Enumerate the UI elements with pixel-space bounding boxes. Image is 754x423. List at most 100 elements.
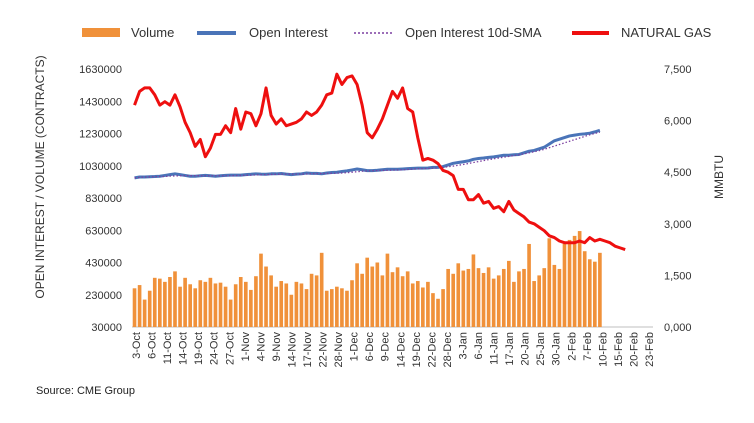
volume-bar	[223, 286, 228, 327]
volume-bar	[152, 277, 157, 327]
right-axis-title: MMBTU	[712, 155, 726, 199]
volume-bar	[512, 281, 516, 327]
volume-bar	[532, 281, 536, 327]
x-tick-label: 24-Oct	[209, 332, 221, 365]
volume-bar	[193, 288, 198, 327]
volume-bar	[335, 286, 339, 327]
left-axis-title: OPEN INTEREST / VOLUME (CONTRACTS)	[33, 55, 47, 298]
volume-bar	[213, 283, 218, 327]
natural-gas-line	[133, 72, 626, 252]
volume-bar	[507, 260, 511, 327]
volume-bar	[395, 267, 400, 327]
volume-bar	[415, 281, 420, 327]
volume-bar	[390, 272, 395, 327]
volume-bar	[198, 280, 203, 327]
x-tick-label: 6-Jan	[473, 332, 485, 360]
volume-bar	[405, 271, 410, 327]
legend: Volume Open Interest Open Interest 10d-S…	[82, 25, 712, 40]
volume-bar	[163, 281, 167, 327]
volume-bar	[593, 261, 597, 327]
volume-bar	[132, 288, 137, 327]
legend-label-open-interest: Open Interest	[249, 25, 328, 40]
volume-bar	[537, 275, 542, 327]
x-tick-label: 7-Feb	[582, 332, 594, 361]
x-tick-label: 3-Oct	[131, 332, 143, 359]
volume-bar	[259, 253, 263, 327]
volume-bar	[577, 231, 582, 327]
volume-bar	[238, 277, 243, 327]
x-tick-label: 9-Dec	[380, 332, 392, 362]
left-tick-label: 230000	[85, 290, 122, 302]
volume-bar	[527, 243, 531, 327]
volume-bar	[461, 270, 466, 327]
volume-bar	[567, 239, 572, 327]
x-tick-label: 10-Feb	[597, 332, 609, 367]
x-tick-label: 14-Oct	[178, 332, 190, 365]
x-tick-label: 14-Dec	[395, 332, 407, 368]
x-tick-label: 28-Nov	[333, 332, 345, 368]
x-tick-label: 23-Feb	[644, 332, 656, 367]
legend-label-natural-gas: NATURAL GAS	[621, 25, 712, 40]
volume-bar	[355, 263, 359, 327]
volume-bar	[562, 243, 567, 327]
right-axis-ticks: 7,500 6,000 4,500 3,000 1,500 0,000	[664, 64, 692, 334]
volume-bar	[304, 289, 309, 327]
volume-bar	[284, 283, 289, 327]
x-tick-label: 22-Nov	[318, 332, 330, 368]
volume-bar	[441, 289, 445, 327]
left-tick-label: 30000	[91, 322, 122, 334]
volume-bar	[294, 281, 299, 327]
volume-bar	[218, 282, 223, 327]
volume-bar	[598, 252, 602, 327]
volume-bar	[522, 268, 526, 327]
x-tick-label: 3-Jan	[457, 332, 469, 360]
left-tick-label: 430000	[85, 258, 122, 270]
volume-bar	[421, 287, 425, 327]
volume-bar	[142, 299, 147, 327]
volume-bar	[279, 281, 284, 327]
x-tick-label: 2-Feb	[566, 332, 578, 361]
volume-bar	[243, 281, 248, 327]
volume-bar	[501, 268, 506, 327]
volume-bar	[228, 299, 233, 327]
x-tick-label: 22-Dec	[426, 332, 438, 368]
volume-bar	[436, 298, 440, 327]
x-tick-label: 17-Jan	[504, 332, 516, 366]
left-tick-label: 630000	[85, 225, 122, 237]
volume-bar	[481, 272, 486, 327]
volume-bar	[329, 289, 334, 327]
legend-label-volume: Volume	[131, 25, 174, 40]
x-axis-ticks: 3-Oct 6-Oct 11-Oct 14-Oct 19-Oct 24-Oct 27-Oct…	[131, 332, 656, 368]
left-tick-label: 1430000	[79, 96, 122, 108]
volume-bar	[410, 283, 415, 327]
x-tick-label: 17-Nov	[302, 332, 314, 368]
volume-bar	[446, 268, 450, 327]
volume-bar	[400, 276, 405, 327]
x-tick-label: 14-Nov	[286, 332, 298, 368]
left-tick-label: 1030000	[79, 161, 122, 173]
volume-bar	[314, 275, 319, 327]
volume-bar	[375, 262, 380, 327]
right-tick-label: 6,000	[664, 116, 692, 128]
volume-bar	[370, 266, 375, 327]
x-tick-label: 15-Feb	[613, 332, 625, 367]
volume-bar	[299, 283, 304, 327]
left-tick-label: 1230000	[79, 129, 122, 141]
x-tick-label: 11-Jan	[489, 332, 501, 365]
left-tick-label: 1630000	[79, 64, 122, 76]
volume-bar	[496, 275, 501, 327]
volume-bar	[188, 284, 192, 327]
x-tick-label: 20-Jan	[520, 332, 532, 366]
open-interest-sma-line	[134, 131, 601, 179]
volume-bar	[168, 277, 172, 327]
volume-bar	[557, 268, 562, 327]
volume-bar	[552, 264, 557, 327]
legend-swatch-volume	[82, 28, 120, 37]
volume-bar	[542, 268, 547, 327]
volume-bar	[269, 275, 273, 327]
right-tick-label: 3,000	[664, 219, 692, 231]
volume-bar	[324, 290, 329, 327]
volume-bar	[385, 253, 390, 327]
